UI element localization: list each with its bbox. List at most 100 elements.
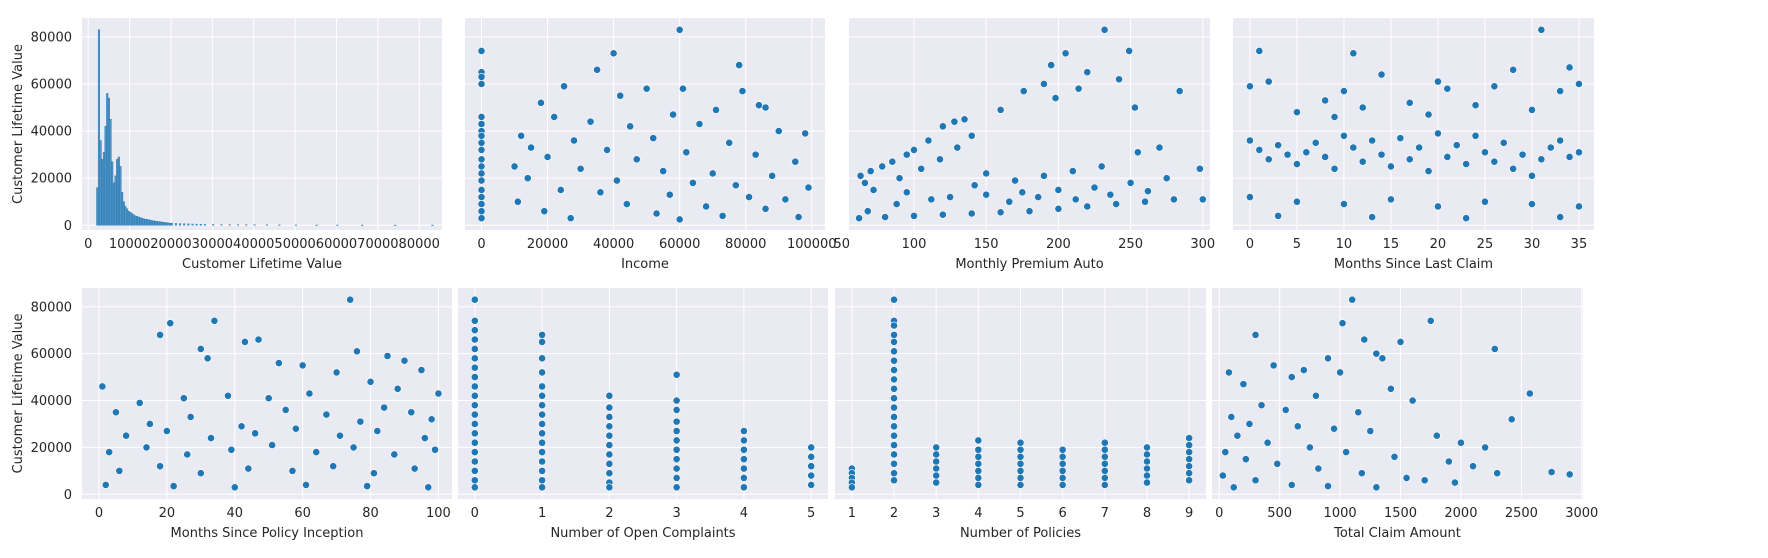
scatter-point (1058, 473, 1067, 482)
scatter-point (632, 155, 641, 164)
scatter-point (1198, 195, 1207, 204)
scatter-point (659, 167, 668, 176)
scatter-point (383, 352, 392, 360)
scatter-point (878, 162, 887, 171)
scatter-point (1565, 63, 1574, 72)
scatter-point (804, 183, 813, 192)
histogram-bar (245, 224, 248, 226)
scatter-point (890, 413, 898, 421)
histogram-bar (195, 223, 198, 226)
histogram-bar (228, 224, 231, 226)
histogram-bar (167, 222, 170, 226)
scatter-point (605, 441, 614, 449)
scatter-point (740, 445, 748, 454)
scatter-point (1493, 469, 1502, 478)
x-tick-label: 9 (1185, 506, 1193, 521)
histogram-bar (183, 223, 186, 226)
scatter-point (1462, 214, 1471, 223)
scatter-point (1330, 113, 1339, 121)
histogram-bar (361, 224, 364, 226)
scatter-point (856, 171, 865, 180)
x-tick-label: 50000 (274, 237, 315, 252)
scatter-point (890, 431, 898, 440)
scatter-point (1377, 70, 1386, 79)
scatter-point (1287, 373, 1296, 381)
scatter-point (477, 120, 486, 128)
scatter-point (380, 403, 389, 412)
x-tick-label: 4 (974, 506, 982, 521)
scatter-point (751, 150, 760, 159)
x-tick-label: 20000 (527, 237, 568, 252)
scatter-point (1264, 77, 1273, 86)
scatter-point (1340, 200, 1348, 208)
scatter-point (1100, 466, 1109, 475)
scatter-point (1225, 368, 1233, 377)
scatter-point (1452, 141, 1461, 150)
scatter-point (1016, 452, 1025, 461)
x-tick-label: 20 (159, 506, 176, 521)
scatter-point (910, 146, 918, 154)
x-tick-label: 80 (362, 506, 379, 521)
scatter-point (1434, 202, 1442, 211)
scatter-point (538, 448, 546, 457)
scatter-point (186, 413, 195, 421)
scatter-point (1426, 316, 1435, 325)
scatter-point (470, 438, 479, 447)
scatter-point (1100, 452, 1109, 461)
scatter-point (1246, 136, 1254, 145)
scatter-point (1273, 459, 1282, 468)
scatter-point (1058, 459, 1067, 468)
scatter-point (470, 326, 479, 335)
scatter-point (1348, 295, 1357, 304)
scatter-point (393, 384, 402, 393)
scatter-point (1100, 459, 1109, 468)
scatter-point (1185, 455, 1194, 464)
x-axis-label: Number of Policies (960, 526, 1081, 541)
scatter-point (745, 193, 753, 201)
scatter-point (179, 394, 188, 403)
scatter-point (672, 455, 681, 464)
histogram-bar (174, 223, 177, 226)
histogram-bar (101, 159, 104, 226)
scatter-point (1143, 478, 1151, 487)
scatter-point (794, 213, 803, 221)
scatter-point (768, 171, 777, 180)
scatter-point (1443, 153, 1452, 161)
scatter-point (735, 61, 744, 70)
scatter-point (210, 316, 219, 325)
scatter-point (1255, 47, 1264, 55)
scatter-point (895, 174, 904, 183)
scatter-point (974, 436, 983, 445)
subplot-6: 0 1 2 3 4 5 Number of Open Complaints (458, 288, 828, 541)
scatter-point (538, 457, 546, 466)
scatter-point (1251, 330, 1260, 339)
scatter-point (470, 401, 479, 410)
scatter-point (890, 338, 898, 346)
scatter-point (470, 354, 479, 363)
histogram-bar (155, 221, 158, 226)
scatter-point (1100, 481, 1109, 489)
scatter-point (1068, 167, 1077, 176)
scatter-point (1528, 105, 1536, 114)
scatter-point (890, 375, 898, 384)
scatter-point (431, 445, 439, 454)
scatter-point (807, 452, 816, 461)
scatter-point (477, 47, 486, 55)
scatter-point (855, 214, 864, 223)
x-tick-label: 2 (605, 506, 613, 521)
scatter-point (672, 483, 681, 492)
subplot-8: 0 500 1000 1500 2000 2500 3000 Total Claim Amou… (1212, 288, 1598, 541)
scatter-point (288, 466, 297, 475)
scatter-point (586, 117, 595, 126)
scatter-point (517, 131, 526, 140)
scatter-point (1386, 384, 1395, 393)
scatter-point (1054, 204, 1063, 213)
scatter-point (890, 321, 898, 330)
histogram-bar (179, 223, 182, 226)
scatter-point (353, 347, 361, 356)
scatter-point (917, 164, 926, 173)
scatter-point (672, 445, 681, 454)
scatter-point (672, 406, 681, 414)
scatter-point (1509, 65, 1518, 74)
scatter-point (688, 178, 697, 187)
